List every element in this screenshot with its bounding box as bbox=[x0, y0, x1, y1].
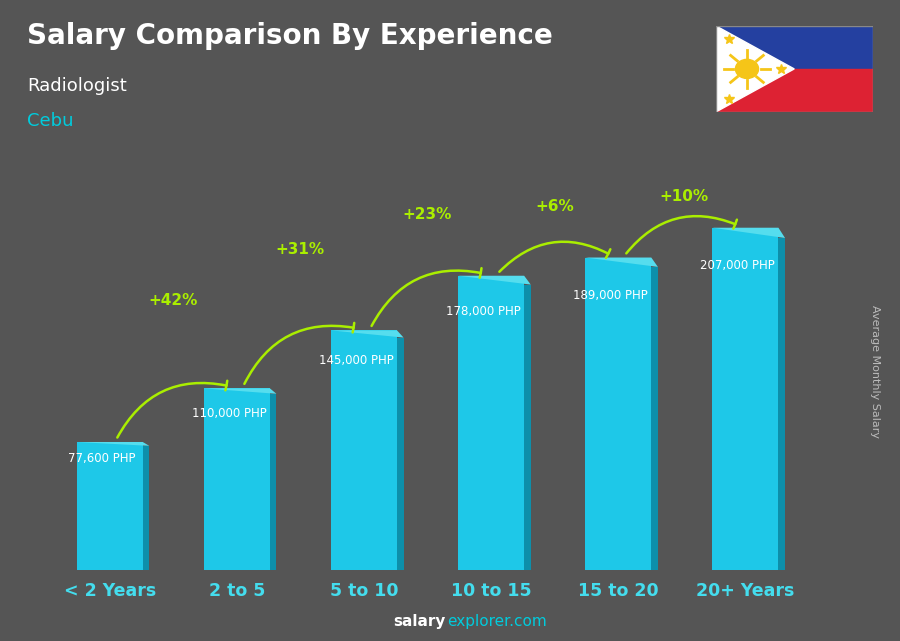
Text: 145,000 PHP: 145,000 PHP bbox=[319, 354, 393, 367]
Bar bbox=[712, 228, 778, 570]
Bar bbox=[716, 69, 873, 112]
Text: +23%: +23% bbox=[403, 207, 452, 222]
Text: Salary Comparison By Experience: Salary Comparison By Experience bbox=[27, 22, 553, 51]
Text: Cebu: Cebu bbox=[27, 112, 74, 130]
Circle shape bbox=[735, 60, 759, 78]
Bar bbox=[585, 258, 652, 570]
Text: +31%: +31% bbox=[275, 242, 325, 257]
Bar bbox=[76, 442, 143, 570]
Text: +6%: +6% bbox=[536, 199, 574, 213]
Polygon shape bbox=[585, 258, 658, 267]
Polygon shape bbox=[712, 228, 785, 238]
Polygon shape bbox=[76, 442, 149, 446]
Text: +10%: +10% bbox=[660, 188, 709, 204]
Text: Average Monthly Salary: Average Monthly Salary bbox=[869, 305, 880, 438]
Bar bbox=[524, 285, 531, 570]
Bar bbox=[270, 394, 276, 570]
Text: explorer.com: explorer.com bbox=[447, 615, 547, 629]
Text: 178,000 PHP: 178,000 PHP bbox=[446, 305, 521, 318]
Text: 207,000 PHP: 207,000 PHP bbox=[700, 258, 775, 272]
Bar bbox=[778, 238, 785, 570]
Text: +42%: +42% bbox=[148, 293, 198, 308]
Polygon shape bbox=[203, 388, 276, 394]
Bar bbox=[397, 338, 403, 570]
Bar bbox=[203, 388, 270, 570]
Text: salary: salary bbox=[393, 615, 446, 629]
Text: 110,000 PHP: 110,000 PHP bbox=[192, 406, 266, 420]
Text: 77,600 PHP: 77,600 PHP bbox=[68, 453, 136, 465]
Text: Radiologist: Radiologist bbox=[27, 77, 127, 95]
Bar bbox=[458, 276, 524, 570]
Polygon shape bbox=[458, 276, 531, 285]
Polygon shape bbox=[716, 26, 794, 112]
Bar bbox=[143, 446, 149, 570]
Bar bbox=[652, 267, 658, 570]
Text: 189,000 PHP: 189,000 PHP bbox=[573, 289, 648, 302]
Bar bbox=[331, 330, 397, 570]
Bar bbox=[716, 26, 873, 69]
Polygon shape bbox=[331, 330, 403, 338]
